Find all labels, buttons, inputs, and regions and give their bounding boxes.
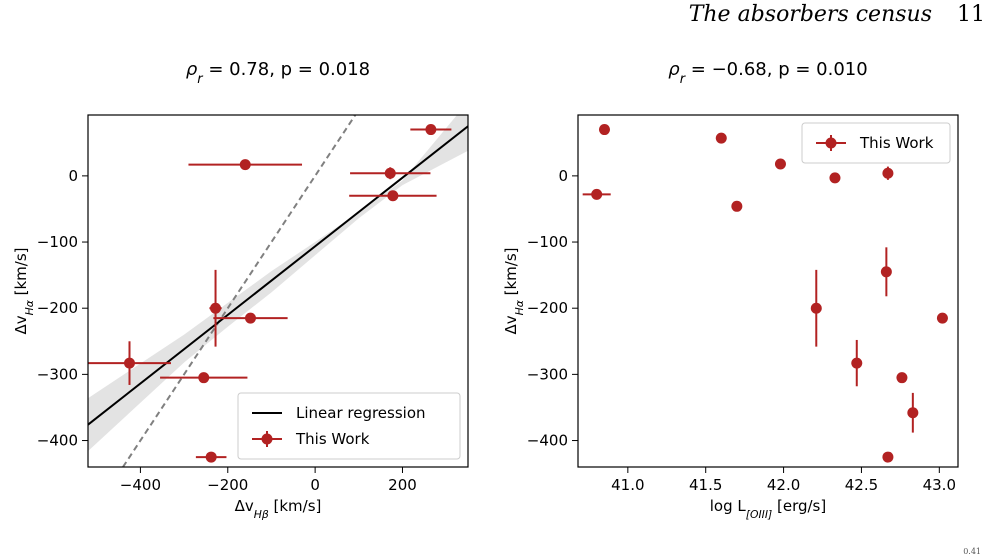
legend: This Work <box>801 122 951 164</box>
data-point <box>239 159 251 171</box>
x-tick-label: 42.0 <box>767 476 800 494</box>
y-axis-label: ΔvHα [km/s] <box>502 247 526 334</box>
x-tick-label: 0 <box>310 476 320 494</box>
data-point <box>715 132 727 144</box>
identity-line <box>122 115 357 467</box>
y-tick-label: −100 <box>37 233 78 251</box>
data-point <box>896 372 908 384</box>
x-tick-label: 42.5 <box>845 476 878 494</box>
data-point <box>387 190 399 202</box>
plot-area <box>88 115 468 467</box>
y-tick-label: −400 <box>527 432 568 450</box>
data-point <box>907 407 919 419</box>
data-point <box>731 200 743 212</box>
data-point <box>205 451 217 463</box>
plot-area <box>582 124 948 463</box>
left-panel: −400 −200 0 200 −400 −300 −200 −100 0 ρr = 0.78, … <box>12 59 469 521</box>
data-point <box>591 188 603 200</box>
x-tick-label: 200 <box>388 476 417 494</box>
chart-title: ρr = −0.68, p = 0.010 <box>668 59 867 87</box>
page-number: 11 <box>957 2 985 27</box>
y-tick-label: −400 <box>37 432 78 450</box>
data-point <box>598 124 610 136</box>
data-point <box>882 167 894 179</box>
y-tick-label: −300 <box>37 365 78 383</box>
data-point <box>810 302 822 314</box>
legend-label: Linear regression <box>296 404 426 422</box>
data-point <box>851 357 863 369</box>
data-point <box>880 266 892 278</box>
legend-box <box>237 392 461 460</box>
y-tick-label: −200 <box>37 299 78 317</box>
y-tick-label: −200 <box>527 299 568 317</box>
regression-line <box>88 125 468 426</box>
data-point <box>198 372 210 384</box>
legend-label: This Work <box>859 134 934 152</box>
page-header: The absorbers census 11 <box>689 2 985 27</box>
x-tick-label: 43.0 <box>923 476 956 494</box>
x-tick-label: −200 <box>207 476 248 494</box>
data-point <box>384 167 396 179</box>
data-point <box>936 312 948 324</box>
x-axis-label: log L[OIII] [erg/s] <box>710 497 826 521</box>
y-tick-label: −300 <box>527 365 568 383</box>
data-point <box>210 302 222 314</box>
corner-mark: 0.41 <box>963 547 981 556</box>
running-title: The absorbers census <box>688 2 932 27</box>
y-axis-label: ΔvHα [km/s] <box>12 247 36 334</box>
data-point <box>829 172 841 184</box>
x-tick-label: 41.0 <box>611 476 644 494</box>
data-point <box>425 124 437 136</box>
chart-title: ρr = 0.78, p = 0.018 <box>186 59 370 87</box>
confidence-band <box>88 115 468 452</box>
y-tick-label: 0 <box>558 167 568 185</box>
data-point <box>882 451 894 463</box>
x-tick-label: 41.5 <box>689 476 722 494</box>
right-panel: 41.0 41.5 42.0 42.5 43.0 −400 −300 −200 −100 0 ρr … <box>502 59 959 521</box>
legend-box <box>801 122 951 164</box>
x-tick-label: −400 <box>120 476 161 494</box>
data-point <box>244 312 256 324</box>
axes-frame <box>577 114 959 468</box>
data-point <box>774 158 786 170</box>
axes-frame <box>87 114 469 468</box>
y-tick-label: 0 <box>68 167 78 185</box>
y-tick-label: −100 <box>527 233 568 251</box>
legend: Linear regression This Work <box>237 392 461 460</box>
data-point <box>123 357 135 369</box>
legend-marker <box>261 433 273 445</box>
legend-marker <box>825 137 837 149</box>
x-axis-label: ΔvHβ [km/s] <box>235 497 322 521</box>
legend-label: This Work <box>295 430 370 448</box>
